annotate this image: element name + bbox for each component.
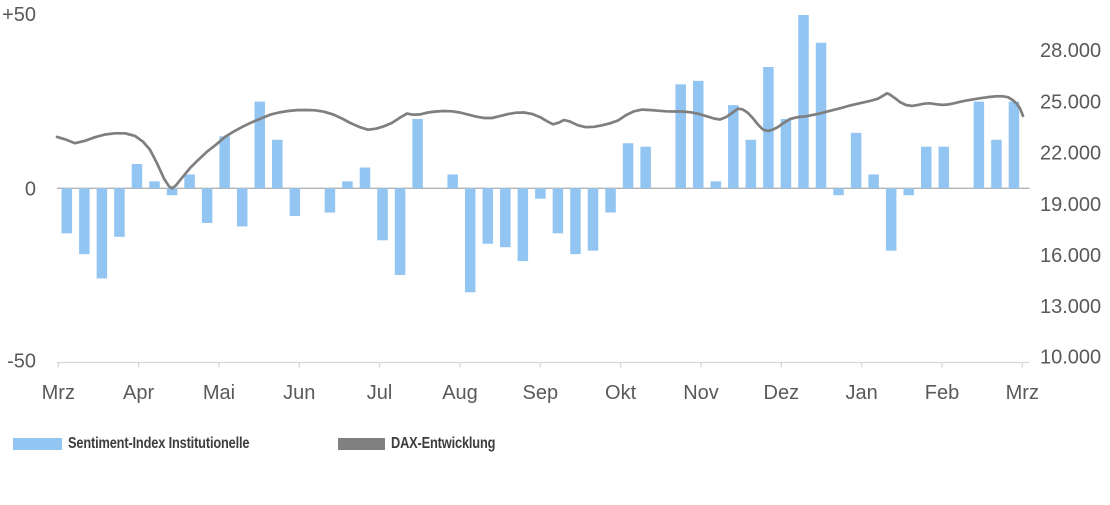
sentiment-bar: [482, 188, 494, 244]
sentiment-bar: [412, 118, 423, 189]
month-label: Apr: [123, 382, 154, 404]
month-label: Nov: [683, 382, 719, 404]
sentiment-bar: [745, 139, 757, 189]
month-label: Sep: [523, 382, 559, 404]
left-axis-label: 0: [25, 178, 36, 200]
sentiment-bar: [61, 188, 73, 234]
sentiment-bar: [166, 188, 178, 196]
sentiment-bar: [640, 146, 651, 189]
sentiment-bar: [500, 188, 511, 248]
sentiment-bar: [728, 105, 739, 189]
month-label: Mai: [203, 382, 235, 404]
left-axis-label: +50: [2, 4, 36, 26]
month-label: Mrz: [42, 382, 75, 404]
sentiment-bar: [798, 15, 809, 189]
month-label: Jan: [845, 382, 877, 404]
sentiment-legend-swatch-icon: [13, 438, 62, 450]
right-axis-label: 19.000: [1040, 194, 1101, 216]
right-axis-label: 13.000: [1040, 296, 1101, 318]
sentiment-bar: [289, 188, 301, 217]
sentiment-bar: [464, 188, 476, 293]
sentiment-bar: [324, 188, 336, 213]
sentiment-bar: [394, 188, 406, 275]
sentiment-bar: [973, 101, 985, 189]
month-label: Feb: [925, 382, 959, 404]
sentiment-bar: [780, 118, 792, 189]
sentiment-bar: [622, 143, 634, 189]
dax-line: [55, 91, 1025, 190]
sentiment-bar: [359, 167, 371, 189]
sentiment-bar: [131, 164, 143, 189]
sentiment-bar: [991, 139, 1002, 189]
sentiment-bar: [219, 136, 230, 189]
sentiment-bar: [938, 146, 950, 189]
sentiment-bar: [79, 188, 90, 255]
sentiment-bar: [201, 188, 213, 223]
sentiment-bar: [552, 188, 564, 234]
dax-legend-label: DAX-Entwicklung: [391, 435, 496, 452]
sentiment-bar: [850, 132, 862, 189]
sentiment-bar: [517, 188, 529, 262]
legend-item-dax: DAX-Entwicklung: [338, 435, 521, 452]
right-axis-label: 22.000: [1040, 143, 1101, 165]
month-label: Jun: [283, 382, 315, 404]
sentiment-bar: [96, 188, 108, 279]
right-axis-label: 28.000: [1040, 40, 1101, 62]
month-label: Aug: [442, 382, 478, 404]
month-label: Mrz: [1006, 382, 1039, 404]
sentiment-bar: [815, 42, 827, 189]
sentiment-bar: [903, 188, 914, 196]
sentiment-bar: [149, 181, 160, 189]
sentiment-bar: [763, 66, 774, 189]
sentiment-bar: [921, 146, 932, 189]
sentiment-bar: [570, 188, 581, 255]
sentiment-bar: [272, 139, 283, 189]
right-axis-label: 25.000: [1040, 92, 1101, 114]
month-label: Jul: [367, 382, 393, 404]
legend-item-sentiment: Sentiment-Index Institutionelle: [13, 435, 295, 452]
sentiment-bar: [587, 188, 599, 251]
sentiment-bar: [605, 188, 616, 213]
right-axis-label: 16.000: [1040, 245, 1101, 267]
sentiment-bar: [447, 174, 458, 189]
sentiment-bar: [377, 188, 388, 241]
sentiment-bar: [254, 101, 265, 189]
sentiment-bar: [885, 188, 897, 251]
right-axis-label: 10.000: [1040, 347, 1101, 369]
month-label: Dez: [764, 382, 800, 404]
sentiment-bar: [1008, 101, 1020, 189]
sentiment-bar: [535, 188, 546, 199]
left-axis-label: -50: [7, 351, 36, 373]
sentiment-legend-label: Sentiment-Index Institutionelle: [68, 435, 250, 452]
dax-legend-swatch-icon: [338, 438, 385, 450]
sentiment-bar: [184, 174, 195, 189]
sentiment-bar: [236, 188, 248, 227]
sentiment-bar: [833, 188, 844, 196]
sentiment-bar: [692, 80, 704, 189]
sentiment-bar: [114, 188, 125, 237]
sentiment-bar: [868, 174, 879, 189]
sentiment-bar: [710, 181, 722, 189]
sentiment-bar: [342, 181, 353, 189]
month-label: Okt: [605, 382, 637, 404]
sentiment-bar: [675, 84, 686, 189]
